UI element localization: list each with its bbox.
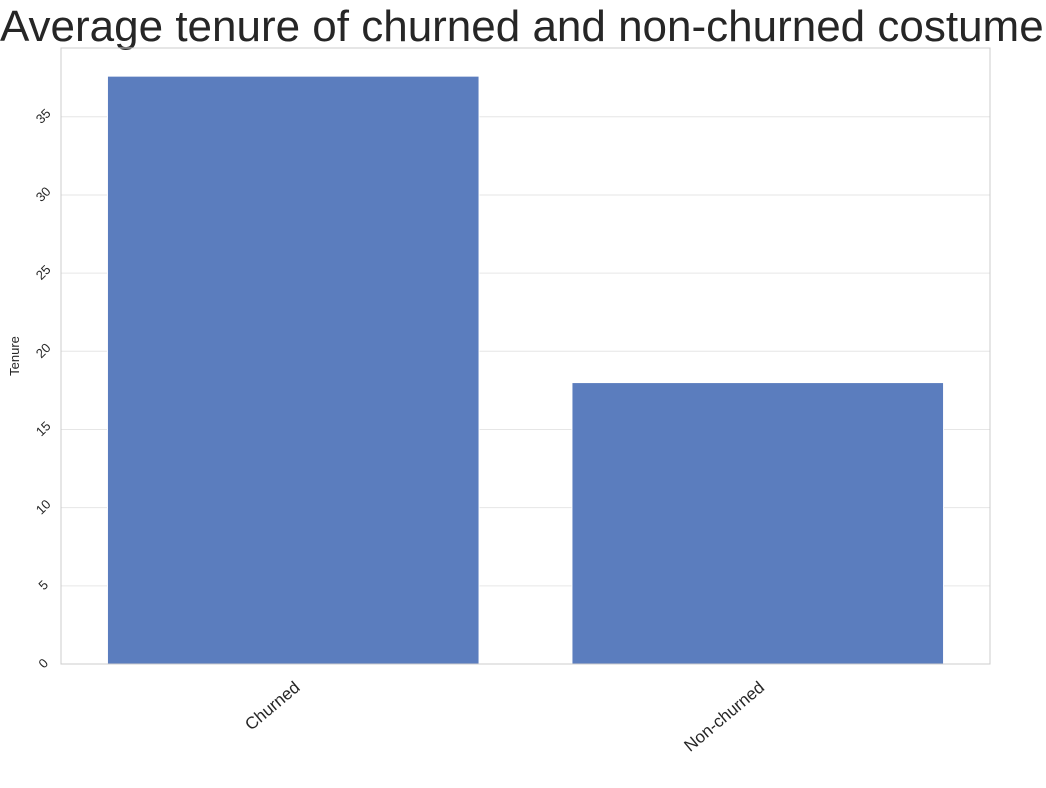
x-tick-label: Non-churned <box>681 678 769 756</box>
axes-frame <box>60 47 991 665</box>
y-axis-label: Tenure <box>7 336 22 376</box>
bar-churned <box>106 75 480 665</box>
y-tick-label: 0 <box>35 655 51 671</box>
y-tick-labels: 0 5 10 15 20 25 30 35 <box>33 106 54 671</box>
bar-non-churned <box>571 382 945 665</box>
y-tick-label: 35 <box>33 106 54 127</box>
y-tick-label: 5 <box>35 577 51 593</box>
y-tick-label: 15 <box>33 418 54 439</box>
chart-title: Average tenure of churned and non-churne… <box>0 2 1046 51</box>
x-tick-labels: Churned Non-churned <box>241 678 768 756</box>
y-tick-label: 25 <box>33 262 54 283</box>
y-tick-label: 20 <box>33 340 54 361</box>
y-tick-label: 30 <box>33 184 54 205</box>
x-tick-label: Churned <box>241 678 303 734</box>
y-tick-label: 10 <box>33 496 54 517</box>
bars <box>106 75 945 665</box>
